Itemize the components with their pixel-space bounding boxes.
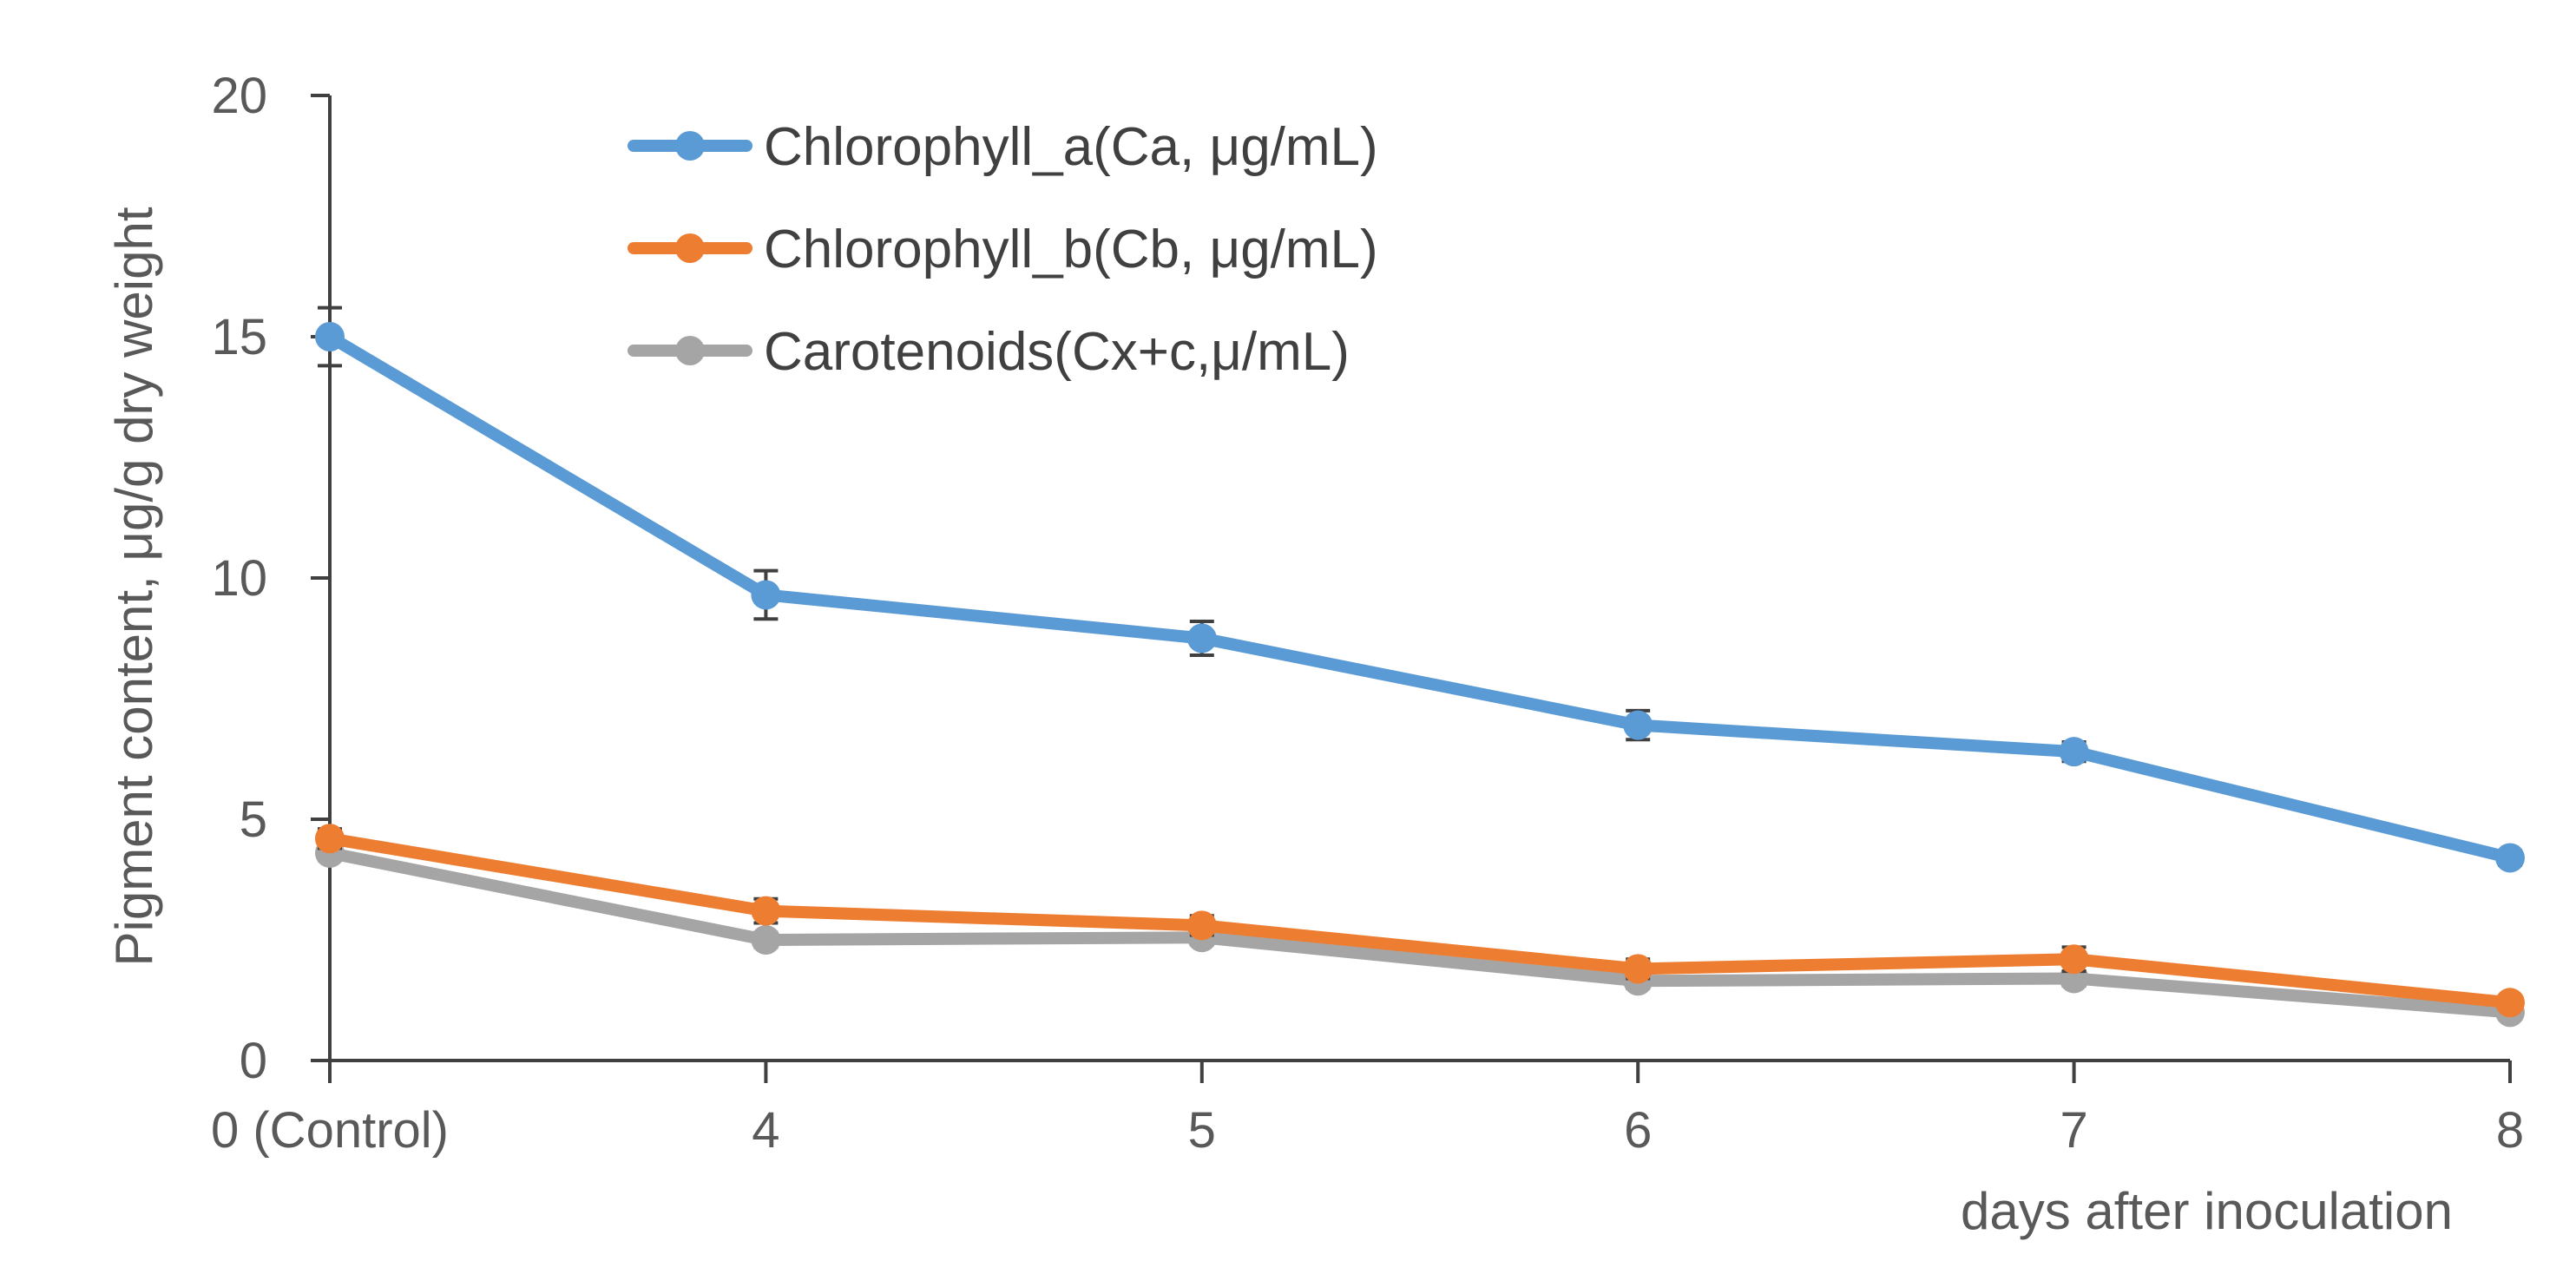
x-axis-title: days after inoculation bbox=[1961, 1182, 2453, 1240]
data-point bbox=[751, 925, 781, 955]
x-tick-label: 6 bbox=[1624, 1102, 1652, 1159]
data-point bbox=[2059, 737, 2089, 767]
series-line bbox=[324, 832, 2516, 1009]
data-point bbox=[2495, 843, 2525, 873]
legend-label: Carotenoids(Cx+c,μ/mL) bbox=[764, 322, 1350, 382]
y-axis-title: Pigment content, μg/g dry weight bbox=[105, 207, 163, 966]
x-tick-label: 4 bbox=[752, 1102, 779, 1159]
data-point bbox=[2059, 944, 2089, 975]
x-ticks: 0 (Control) 4 5 6 7 8 bbox=[211, 1061, 2524, 1159]
legend-item: Chlorophyll_a(Ca, μg/mL) bbox=[628, 117, 1378, 177]
x-tick-label: 5 bbox=[1188, 1102, 1216, 1159]
y-tick-label: 5 bbox=[240, 791, 267, 848]
y-tick-label: 0 bbox=[240, 1033, 267, 1089]
data-point bbox=[315, 322, 345, 351]
legend-label: Chlorophyll_a(Ca, μg/mL) bbox=[764, 117, 1378, 177]
legend-label: Chlorophyll_b(Cb, μg/mL) bbox=[764, 220, 1378, 279]
series-1 bbox=[315, 305, 2525, 873]
data-point bbox=[315, 824, 345, 854]
x-tick-label: 8 bbox=[2496, 1102, 2524, 1159]
legend-swatch-marker bbox=[675, 233, 705, 263]
y-ticks: 0 5 10 15 20 bbox=[211, 68, 330, 1089]
series-line bbox=[324, 331, 2516, 864]
data-point bbox=[1186, 910, 1217, 941]
series-line bbox=[324, 846, 2516, 1019]
series-3 bbox=[315, 837, 2525, 1028]
data-point bbox=[1623, 954, 1653, 984]
legend-item: Chlorophyll_b(Cb, μg/mL) bbox=[628, 220, 1378, 279]
x-tick-label: 0 (Control) bbox=[211, 1102, 449, 1159]
y-tick-label: 10 bbox=[211, 550, 267, 607]
data-point bbox=[751, 580, 781, 610]
legend: Chlorophyll_a(Ca, μg/mL) Chlorophyll_b(Cb… bbox=[628, 117, 1378, 382]
legend-swatch-marker bbox=[675, 131, 705, 161]
series-2 bbox=[315, 824, 2525, 1018]
y-tick-label: 15 bbox=[211, 309, 267, 365]
y-tick-label: 20 bbox=[211, 68, 267, 124]
legend-item: Carotenoids(Cx+c,μ/mL) bbox=[628, 322, 1350, 382]
data-point bbox=[751, 896, 781, 926]
data-point bbox=[2495, 988, 2525, 1018]
data-point bbox=[1623, 710, 1653, 740]
x-tick-label: 7 bbox=[2060, 1102, 2087, 1159]
series-layer bbox=[315, 305, 2525, 1028]
data-point bbox=[1186, 623, 1217, 653]
legend-swatch-marker bbox=[675, 336, 705, 365]
